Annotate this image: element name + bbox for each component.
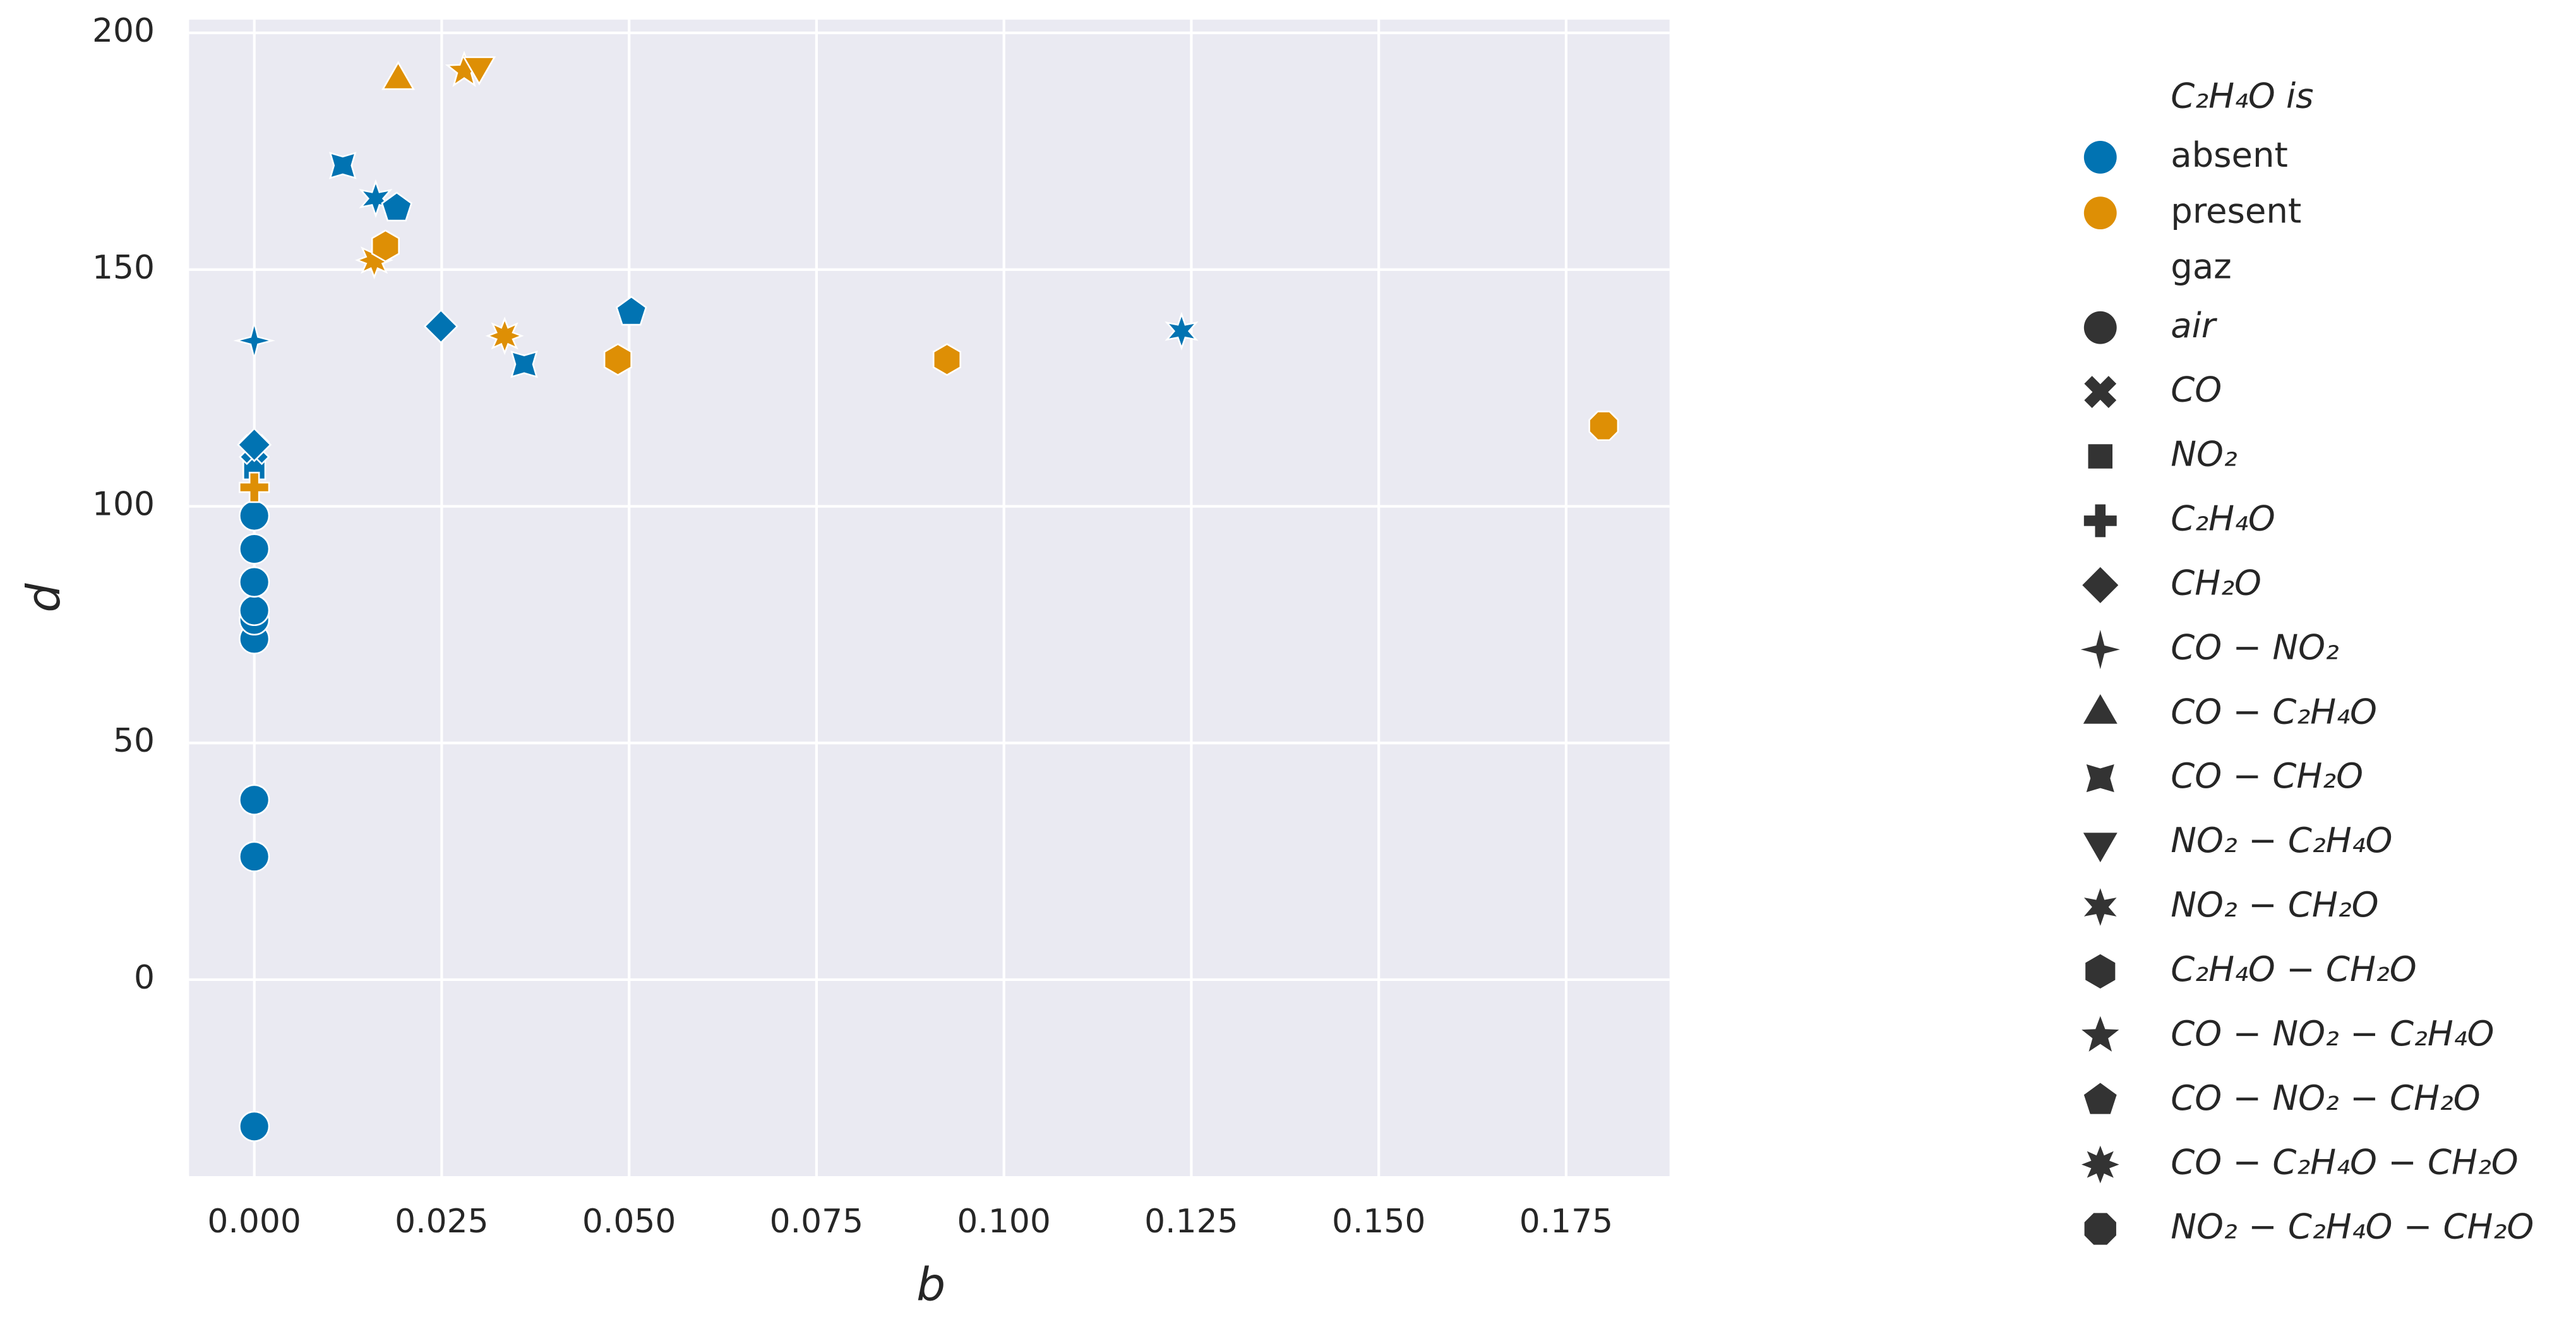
scatter-point: [239, 784, 270, 815]
legend-title: gaz: [2171, 246, 2232, 286]
legend-marker: [2085, 954, 2116, 989]
legend-label: CH₂O: [2171, 562, 2261, 603]
scatter-point: [1165, 311, 1199, 351]
scatter-point: [359, 179, 393, 219]
legend-label: absent: [2171, 135, 2288, 175]
y-tick-label: 150: [92, 249, 155, 287]
legend-marker: [2084, 1213, 2116, 1245]
x-tick-label: 0.150: [1332, 1203, 1425, 1241]
scatter-point: [239, 533, 270, 565]
y-tick-label: 0: [134, 959, 155, 997]
y-axis-label: d: [18, 583, 71, 613]
legend-marker: [2084, 376, 2117, 408]
legend-marker: [2081, 1145, 2119, 1184]
scatter-point: [423, 309, 458, 344]
legend-marker: [2083, 833, 2118, 863]
y-tick-label: 50: [113, 722, 155, 760]
scatter-point: [510, 350, 538, 378]
scatter-point: [932, 343, 961, 376]
legend-marker: [2086, 764, 2114, 793]
legend-marker: [2083, 1083, 2117, 1114]
legend-marker: [2082, 1016, 2119, 1052]
x-tick-label: 0.050: [582, 1203, 676, 1241]
legend-label: CO − C₂H₄O − CH₂O: [2171, 1142, 2518, 1182]
x-tick-label: 0.125: [1144, 1203, 1238, 1241]
scatter-point: [239, 566, 270, 598]
legend-label: CO − C₂H₄O: [2171, 691, 2377, 731]
scatter-point: [381, 61, 416, 90]
legend-marker: [2083, 888, 2117, 926]
plot-area: [189, 20, 1670, 1176]
scatter-point: [239, 500, 270, 532]
y-tick-label: 200: [92, 12, 155, 50]
legend-marker: [2083, 694, 2118, 724]
legend-label: CO − CH₂O: [2171, 755, 2363, 796]
legend-label: CO − NO₂ − C₂H₄O: [2171, 1013, 2494, 1054]
scatter-point: [239, 1110, 270, 1142]
legend-label: NO₂ − CH₂O: [2171, 884, 2378, 925]
legend-label: air: [2171, 305, 2217, 346]
x-tick-label: 0.075: [770, 1203, 863, 1241]
scatter-point: [233, 320, 275, 362]
scatter-point: [371, 229, 400, 263]
scatter-point: [485, 316, 524, 356]
scatter-point: [239, 471, 270, 503]
scatter-point: [615, 296, 647, 326]
scatter-point: [381, 191, 413, 222]
legend-marker: [2083, 311, 2117, 344]
x-tick-label: 0.025: [395, 1203, 488, 1241]
legend-label: C₂H₄O − CH₂O: [2171, 949, 2416, 989]
scatter-point: [237, 427, 272, 462]
legend-label: present: [2171, 190, 2301, 231]
legend-marker: [2080, 630, 2120, 670]
legend-label: CO − NO₂ − CH₂O: [2171, 1078, 2480, 1118]
legend-label: CO: [2171, 370, 2222, 410]
legend-marker: [2083, 141, 2117, 174]
legend-label: NO₂: [2171, 434, 2237, 474]
x-tick-label: 0.175: [1519, 1203, 1613, 1241]
legend-marker: [2088, 444, 2113, 469]
scatter-point: [462, 56, 496, 86]
y-tick-label: 100: [92, 486, 155, 524]
x-tick-label: 0.000: [207, 1203, 301, 1241]
x-tick-label: 0.100: [957, 1203, 1050, 1241]
legend-marker: [2083, 196, 2117, 230]
scatter-point: [239, 594, 270, 626]
legend-label: NO₂ − C₂H₄O − CH₂O: [2171, 1206, 2534, 1247]
legend-label: NO₂ − C₂H₄O: [2171, 820, 2392, 860]
scatter-point: [239, 841, 270, 872]
scatter-point: [1588, 411, 1619, 442]
x-axis-label: b: [916, 1258, 945, 1311]
legend-label: CO − NO₂: [2171, 627, 2339, 667]
legend-label: C₂H₄O: [2171, 498, 2275, 539]
scatter-point: [603, 343, 632, 376]
legend-title: C₂H₄O is: [2171, 76, 2313, 116]
legend-marker: [2083, 504, 2117, 538]
scatter-point: [329, 152, 357, 179]
legend-marker: [2082, 567, 2119, 603]
